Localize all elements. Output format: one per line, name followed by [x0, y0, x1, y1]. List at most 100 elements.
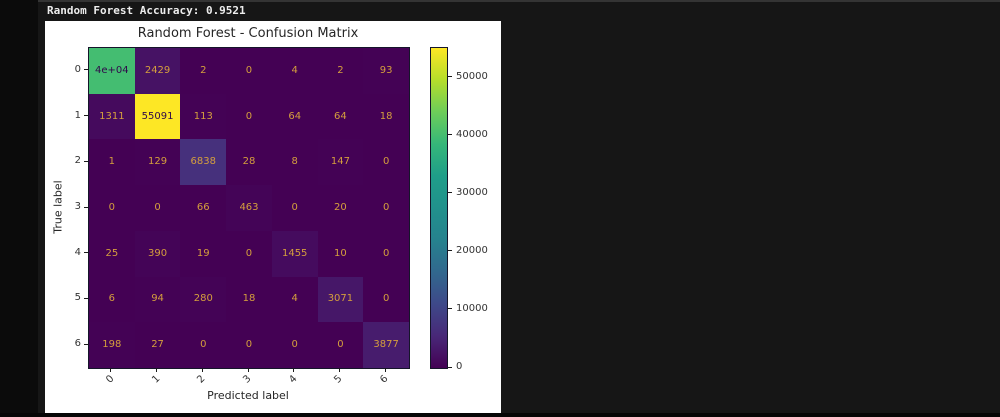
- y-tick-mark: [84, 297, 88, 299]
- heatmap-cell: 27: [134, 322, 181, 368]
- heatmap-cell: 66: [180, 185, 227, 231]
- colorbar-tick-label: 0: [456, 361, 463, 372]
- heatmap-cell: 463: [226, 185, 272, 231]
- y-tick-mark: [84, 206, 88, 208]
- heatmap-cell: 129: [134, 139, 181, 186]
- y-tick-mark: [84, 69, 88, 71]
- heatmap-cell: 0: [363, 185, 409, 231]
- colorbar-tick-mark: [448, 192, 452, 194]
- colorbar-tick-label: 20000: [456, 244, 488, 256]
- heatmap-cell: 0: [363, 276, 409, 323]
- heatmap-cell: 94: [134, 276, 181, 323]
- x-tick-label: 3: [241, 373, 254, 386]
- colorbar-tick-label: 30000: [456, 186, 488, 198]
- x-axis-label: Predicted label: [207, 389, 289, 402]
- y-tick-label: 0: [74, 63, 81, 75]
- heatmap-cell: 4: [271, 276, 318, 323]
- heatmap-cell: 0: [317, 322, 364, 368]
- x-tick-label: 0: [104, 373, 117, 386]
- y-tick-label: 2: [74, 155, 81, 167]
- bottom-strip: [0, 413, 1000, 417]
- colorbar-tick-mark: [448, 76, 452, 78]
- heatmap-cell: 19: [180, 230, 227, 277]
- heatmap-cell: 64: [317, 93, 364, 140]
- x-tick-label: 4: [286, 373, 300, 386]
- colorbar-tick-mark: [448, 134, 452, 136]
- heatmap-cell: 0: [271, 322, 318, 368]
- heatmap-cell: 64: [271, 93, 318, 140]
- heatmap-cell: 25: [89, 230, 135, 277]
- colorbar-tick-mark: [448, 250, 452, 252]
- x-tick-mark: [201, 368, 203, 372]
- y-tick-mark: [84, 115, 88, 117]
- heatmap-cell: 0: [363, 139, 409, 186]
- colorbar-tick-mark: [448, 366, 452, 368]
- x-tick-mark: [293, 368, 295, 372]
- colorbar-tick-label: 40000: [456, 128, 488, 140]
- heatmap-cell: 55091: [134, 93, 181, 140]
- confusion-matrix-figure: Random Forest - Confusion Matrix 4e+04 24…: [45, 21, 501, 413]
- heatmap-cell: 18: [363, 93, 409, 140]
- y-tick-mark: [84, 343, 88, 345]
- y-tick-mark: [84, 160, 88, 162]
- confusion-matrix-heatmap: 4e+04 2429 2 0 4 2 93 1311 55091 113 0 64 64 18 1 129 68…: [88, 47, 410, 369]
- heatmap-cell: 147: [317, 139, 364, 186]
- heatmap-cell: 6838: [180, 139, 227, 186]
- heatmap-cell: 2: [317, 48, 364, 94]
- y-tick-label: 3: [74, 201, 81, 212]
- y-tick-label: 4: [74, 246, 81, 258]
- heatmap-cell: 2: [180, 48, 227, 94]
- x-tick-mark: [247, 368, 249, 372]
- x-tick-label: 5: [332, 373, 345, 386]
- heatmap-cell: 3877: [363, 322, 409, 368]
- heatmap-cell: 1455: [271, 230, 318, 277]
- heatmap-cell: 93: [363, 48, 409, 94]
- heatmap-cell: 3071: [317, 276, 364, 323]
- heatmap-cell: 0: [363, 230, 409, 277]
- x-tick-mark: [384, 368, 386, 372]
- y-tick-label: 6: [74, 338, 81, 350]
- heatmap-cell: 28: [226, 139, 272, 186]
- heatmap-cell: 6: [89, 276, 135, 323]
- heatmap-cell: 0: [271, 185, 318, 231]
- heatmap-cell: 0: [134, 185, 181, 231]
- x-tick-label: 2: [195, 373, 208, 386]
- heatmap-cell: 1: [89, 139, 135, 186]
- colorbar-tick-mark: [448, 308, 452, 310]
- left-gutter: [0, 0, 38, 417]
- x-tick-mark: [338, 368, 340, 372]
- heatmap-cell: 280: [180, 276, 227, 323]
- x-tick-mark: [110, 368, 112, 372]
- x-tick-mark: [156, 368, 158, 372]
- y-tick-label: 1: [74, 109, 81, 121]
- colorbar-tick-label: 10000: [456, 302, 488, 314]
- heatmap-cell: 20: [317, 185, 364, 231]
- heatmap-cell: 0: [89, 185, 135, 231]
- y-tick-mark: [84, 252, 88, 254]
- heatmap-cell: 4e+04: [89, 48, 135, 94]
- chart-title: Random Forest - Confusion Matrix: [137, 26, 359, 41]
- heatmap-cell: 0: [226, 48, 272, 94]
- heatmap-cell: 4: [271, 48, 318, 94]
- terminal-accuracy-output: Random Forest Accuracy: 0.9521: [47, 4, 246, 17]
- heatmap-cell: 18: [226, 276, 272, 323]
- heatmap-cell: 390: [134, 230, 181, 277]
- y-axis-label: True label: [51, 180, 65, 234]
- heatmap-cell: 0: [180, 322, 227, 368]
- x-tick-label: 6: [378, 373, 391, 386]
- heatmap-cell: 0: [226, 230, 272, 277]
- heatmap-cell: 0: [226, 322, 272, 368]
- heatmap-cell: 2429: [134, 48, 181, 94]
- x-tick-label: 1: [149, 373, 163, 386]
- panel-top-border: [38, 0, 1000, 2]
- heatmap-cell: 0: [226, 93, 272, 140]
- heatmap-cell: 1311: [89, 93, 135, 140]
- colorbar: [430, 47, 448, 369]
- colorbar-tick-label: 50000: [456, 70, 488, 82]
- heatmap-cell: 113: [180, 93, 227, 140]
- heatmap-cell: 198: [89, 322, 135, 368]
- heatmap-cell: 10: [317, 230, 364, 277]
- y-tick-label: 5: [74, 292, 81, 304]
- heatmap-cell: 8: [271, 139, 318, 186]
